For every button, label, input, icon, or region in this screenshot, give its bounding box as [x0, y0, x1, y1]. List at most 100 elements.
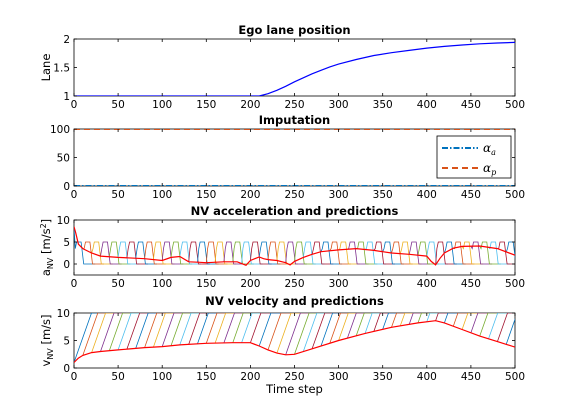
plot-area — [74, 41, 515, 96]
prediction-line — [91, 313, 141, 353]
prediction-line — [214, 313, 261, 344]
x-tick-label: 250 — [284, 371, 304, 383]
prediction-line — [382, 241, 404, 265]
prediction-line — [391, 241, 413, 265]
x-tick-label: 300 — [329, 371, 349, 383]
tick-labels: 0 50 100 150 200 250 300 350 400 450 500 0 5 10 — [57, 308, 525, 383]
prediction-line — [356, 241, 378, 265]
legend-box — [436, 135, 512, 179]
prediction-line — [241, 241, 263, 265]
prediction-line — [294, 241, 316, 265]
prediction-line — [100, 241, 122, 265]
prediction-line — [320, 313, 368, 347]
y-tick-label: 0 — [63, 181, 70, 193]
x-tick-label: 200 — [240, 371, 260, 383]
prediction-line — [435, 313, 474, 321]
prediction-line — [267, 241, 290, 265]
x-tick-label: 0 — [71, 371, 78, 383]
axes-box — [73, 38, 516, 97]
prediction-line — [276, 313, 327, 354]
prediction-line — [126, 313, 175, 350]
prediction-line — [117, 313, 167, 351]
y-tick-label: 5 — [63, 336, 70, 348]
tick-labels: 0 50 100 150 200 250 300 350 400 450 500 0 5 10 — [57, 215, 525, 290]
prediction-line — [267, 313, 317, 351]
prediction-line — [232, 313, 279, 343]
x-tick-label: 350 — [373, 371, 393, 383]
prediction-line — [241, 313, 288, 343]
prediction-line — [108, 241, 131, 265]
x-tick-label: 400 — [417, 99, 437, 111]
prediction-line — [161, 241, 184, 265]
prediction-line — [355, 313, 400, 336]
prediction-line — [329, 241, 351, 265]
y-tick-label: 0 — [63, 259, 70, 271]
x-tick-label: 200 — [240, 278, 260, 290]
prediction-line — [338, 241, 360, 265]
prediction-line — [497, 313, 515, 342]
y-tick-label: 2 — [63, 34, 70, 46]
prediction-line — [373, 241, 395, 265]
prediction-line — [223, 313, 270, 344]
prediction-line — [470, 313, 514, 333]
prediction-line — [320, 241, 343, 265]
prediction-line — [311, 313, 360, 349]
prediction-line — [135, 313, 184, 349]
prediction-line — [258, 241, 281, 265]
panel-nv-acceleration: 0 50 100 150 200 250 300 350 400 450 500 0 5 10 NV ac… — [39, 204, 525, 290]
prediction-line — [205, 241, 228, 265]
x-tick-label: 100 — [152, 371, 172, 383]
prediction-line — [452, 313, 494, 327]
y-axis-label: Lane — [39, 54, 53, 82]
tick-labels: 0 50 100 150 200 250 300 350 400 450 500 0 50 100 — [50, 124, 525, 201]
x-tick-label: 200 — [240, 99, 260, 111]
x-tick-label: 350 — [373, 278, 393, 290]
x-tick-label: 150 — [196, 278, 216, 290]
prediction-line — [232, 241, 254, 265]
prediction-line — [276, 241, 298, 265]
prediction-line — [382, 313, 424, 330]
prediction-line — [179, 313, 227, 346]
x-tick-label: 450 — [461, 99, 481, 111]
plot-area — [74, 226, 515, 267]
y-tick-label: 100 — [50, 124, 70, 136]
x-tick-label: 100 — [152, 189, 172, 201]
prediction-line — [188, 313, 235, 345]
x-tick-label: 200 — [240, 189, 260, 201]
prediction-line — [117, 241, 140, 265]
x-tick-label: 400 — [417, 278, 437, 290]
tick-labels: 0 50 100 150 200 250 300 350 400 450 500 1 1.5 2 — [53, 34, 525, 111]
x-tick-label: 300 — [329, 99, 349, 111]
x-tick-label: 250 — [284, 189, 304, 201]
series-line-actual — [74, 320, 515, 363]
axes-box — [73, 312, 516, 369]
prediction-line — [426, 313, 466, 322]
x-tick-label: 50 — [111, 278, 124, 290]
x-tick-label: 500 — [505, 371, 525, 383]
y-tick-label: 1 — [63, 91, 70, 103]
series-line-actual — [74, 226, 515, 267]
prediction-line — [302, 313, 353, 352]
prediction-line — [391, 313, 432, 328]
prediction-line — [214, 241, 237, 265]
x-tick-label: 0 — [71, 99, 78, 111]
prediction-line — [197, 241, 219, 265]
panel-imputation: 0 50 100 150 200 250 300 350 400 450 500 0 50 100 Imp… — [50, 113, 525, 201]
prediction-line — [408, 241, 431, 265]
prediction-line — [364, 241, 387, 265]
x-tick-label: 400 — [417, 189, 437, 201]
y-axis-label: aNV [m/s2] — [39, 219, 55, 276]
x-tick-label: 100 — [152, 278, 172, 290]
prediction-line — [461, 241, 484, 265]
x-tick-label: 0 — [71, 189, 78, 201]
prediction-line — [250, 313, 297, 343]
prediction-line — [108, 313, 158, 351]
prediction-line — [373, 313, 416, 332]
x-tick-label: 150 — [196, 99, 216, 111]
x-tick-label: 450 — [461, 189, 481, 201]
prediction-line — [258, 313, 307, 347]
prediction-line — [497, 241, 515, 265]
prediction-line — [197, 313, 244, 344]
prediction-line — [74, 313, 127, 363]
x-tick-label: 50 — [111, 99, 124, 111]
